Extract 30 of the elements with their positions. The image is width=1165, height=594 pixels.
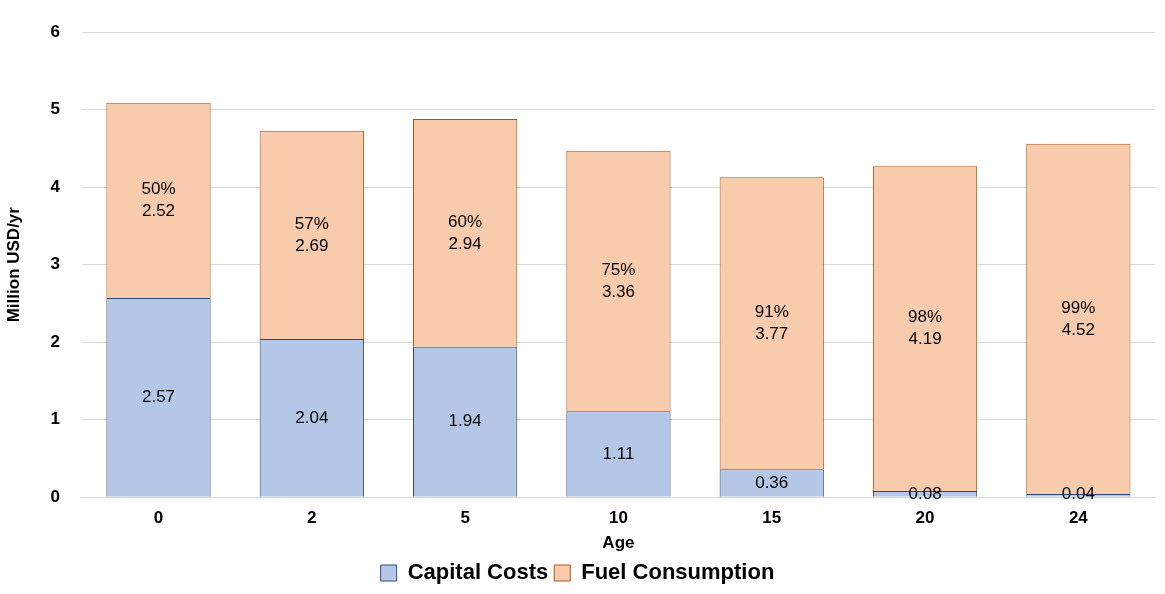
x-tick-label: 24: [1068, 508, 1089, 528]
x-axis-title: Age: [602, 533, 635, 553]
data-label: 1.11: [602, 443, 635, 463]
data-label: 50% 2.52: [141, 179, 176, 221]
data-label: 99% 4.52: [1061, 297, 1096, 339]
y-tick-label: 4: [50, 176, 61, 196]
data-label: 1.94: [448, 411, 482, 431]
y-tick-label: 5: [50, 99, 60, 119]
y-axis-title: Million USD/yr: [3, 206, 23, 323]
data-label: 0.36: [755, 472, 789, 492]
data-label: 91% 3.77: [754, 301, 789, 343]
y-tick-label: 3: [50, 254, 60, 274]
data-label: 2.04: [295, 407, 329, 427]
legend-label: Fuel Consumption: [581, 559, 775, 585]
x-tick-label: 20: [915, 508, 935, 528]
data-label: 57% 2.69: [294, 213, 329, 255]
y-tick-label: 0: [50, 486, 60, 506]
x-tick-label: 0: [153, 508, 164, 528]
x-tick-label: 10: [608, 508, 628, 528]
legend-label: Capital Costs: [407, 559, 549, 585]
data-label: 60% 2.94: [448, 211, 483, 253]
data-label: 2.57: [141, 387, 176, 407]
y-tick-label: 2: [50, 331, 60, 351]
x-tick-label: 5: [460, 508, 470, 528]
y-tick-label: 6: [50, 21, 60, 41]
data-label: 98% 4.19: [908, 307, 943, 349]
x-tick-label: 2: [307, 508, 317, 528]
x-tick-label: 15: [762, 508, 782, 528]
y-tick-label: 1: [50, 409, 60, 429]
data-label: 75% 3.36: [601, 259, 636, 301]
